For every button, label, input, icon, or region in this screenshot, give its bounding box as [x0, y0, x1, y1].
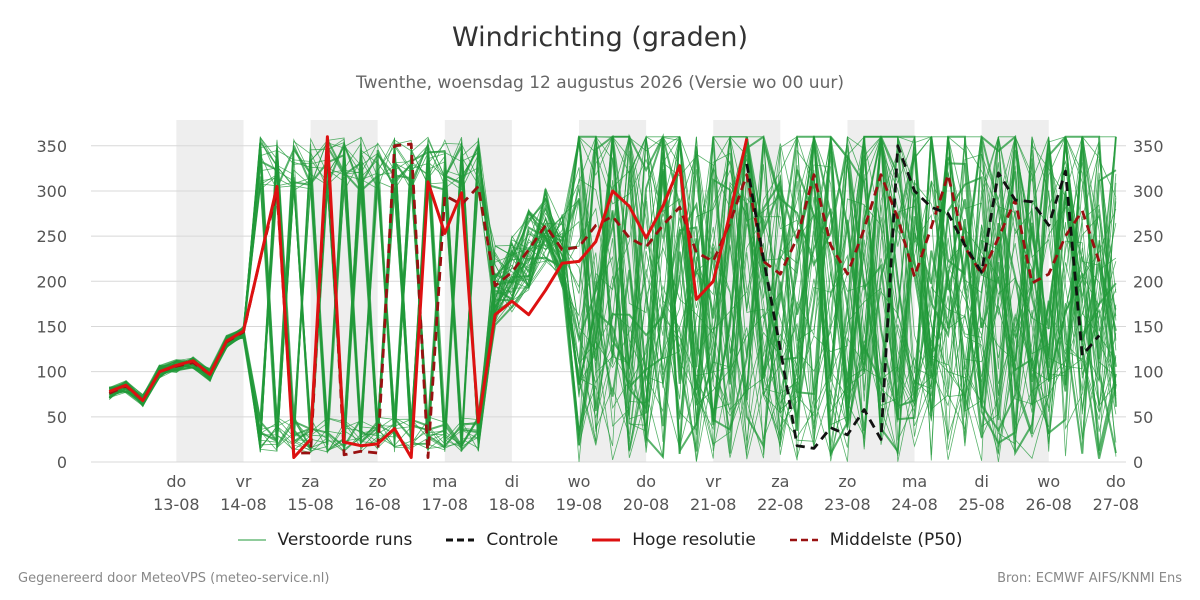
x-tick-date-21-08: 21-08	[690, 495, 737, 514]
x-tick-date-23-08: 23-08	[824, 495, 871, 514]
y-tick-right-250: 250	[1133, 227, 1164, 246]
x-tick-date-20-08: 20-08	[623, 495, 670, 514]
x-tick-date-18-08: 18-08	[489, 495, 536, 514]
x-tick-weekday-16-08: zo	[369, 472, 387, 491]
y-tick-left-50: 50	[47, 408, 67, 427]
ensemble-run-46	[109, 136, 1117, 459]
x-tick-date-24-08: 24-08	[891, 495, 938, 514]
chart-legend: Verstoorde runs Controle Hoge resolutie …	[0, 530, 1200, 550]
footer-source: Bron: ECMWF AIFS/KNMI Ens	[997, 571, 1182, 586]
x-tick-weekday-17-08: ma	[432, 472, 457, 491]
ensemble-run-45	[109, 136, 1117, 456]
legend-label-median: Middelste (P50)	[829, 530, 963, 550]
x-tick-date-15-08: 15-08	[287, 495, 334, 514]
legend-item-median[interactable]: Middelste (P50)	[789, 530, 963, 550]
legend-swatch-control	[446, 538, 475, 542]
y-tick-left-100: 100	[36, 363, 67, 382]
x-tick-date-19-08: 19-08	[556, 495, 603, 514]
x-tick-date-16-08: 16-08	[354, 495, 401, 514]
y-tick-right-150: 150	[1133, 317, 1164, 336]
legend-item-control[interactable]: Controle	[446, 530, 558, 550]
x-tick-date-14-08: 14-08	[220, 495, 267, 514]
x-tick-date-26-08: 26-08	[1025, 495, 1072, 514]
x-tick-weekday-23-08: zo	[838, 472, 856, 491]
y-tick-right-300: 300	[1133, 182, 1164, 201]
x-tick-weekday-21-08: vr	[705, 472, 721, 491]
series-line-controle	[745, 144, 1101, 450]
legend-swatch-hires	[592, 538, 621, 542]
x-tick-date-13-08: 13-08	[153, 495, 200, 514]
x-tick-weekday-26-08: wo	[1037, 472, 1060, 491]
y-tick-left-150: 150	[36, 317, 67, 336]
x-tick-weekday-24-08: ma	[902, 472, 927, 491]
chart-title: Windrichting (graden)	[451, 22, 749, 53]
legend-item-perturbed[interactable]: Verstoorde runs	[237, 530, 413, 550]
y-tick-left-0: 0	[57, 453, 67, 472]
y-tick-right-100: 100	[1133, 363, 1164, 382]
y-tick-right-350: 350	[1133, 137, 1164, 156]
legend-label-hires: Hoge resolutie	[632, 530, 756, 550]
y-tick-left-200: 200	[36, 272, 67, 291]
y-tick-left-350: 350	[36, 137, 67, 156]
y-tick-left-300: 300	[36, 182, 67, 201]
y-tick-right-50: 50	[1133, 408, 1153, 427]
legend-item-hires[interactable]: Hoge resolutie	[592, 530, 756, 550]
legend-swatch-median	[789, 538, 818, 542]
y-tick-right-0: 0	[1133, 453, 1143, 472]
x-tick-date-27-08: 27-08	[1093, 495, 1140, 514]
x-tick-weekday-18-08: di	[505, 472, 520, 491]
chart-subtitle: Twenthe, woensdag 12 augustus 2026 (Vers…	[356, 73, 844, 93]
x-tick-weekday-15-08: za	[301, 472, 319, 491]
ensemble-run-49	[109, 135, 1117, 460]
x-tick-weekday-20-08: do	[636, 472, 656, 491]
series-line-hoge-resolutie	[108, 135, 749, 459]
ensemble-run-48	[108, 136, 1117, 453]
x-tick-weekday-14-08: vr	[235, 472, 251, 491]
y-tick-left-250: 250	[36, 227, 67, 246]
legend-label-control: Controle	[486, 530, 559, 550]
legend-swatch-perturbed	[237, 539, 266, 541]
y-tick-right-200: 200	[1133, 272, 1164, 291]
x-tick-date-17-08: 17-08	[422, 495, 469, 514]
legend-label-perturbed: Verstoorde runs	[277, 530, 413, 550]
x-tick-weekday-22-08: za	[771, 472, 789, 491]
x-tick-weekday-27-08: do	[1106, 472, 1126, 491]
footer-generated-by: Gegenereerd door MeteoVPS (meteo-service…	[18, 571, 330, 586]
x-tick-weekday-19-08: wo	[568, 472, 591, 491]
x-tick-date-25-08: 25-08	[958, 495, 1005, 514]
x-tick-weekday-25-08: di	[974, 472, 989, 491]
x-tick-date-22-08: 22-08	[757, 495, 804, 514]
x-tick-weekday-13-08: do	[166, 472, 186, 491]
weekend-band-0	[176, 120, 244, 462]
